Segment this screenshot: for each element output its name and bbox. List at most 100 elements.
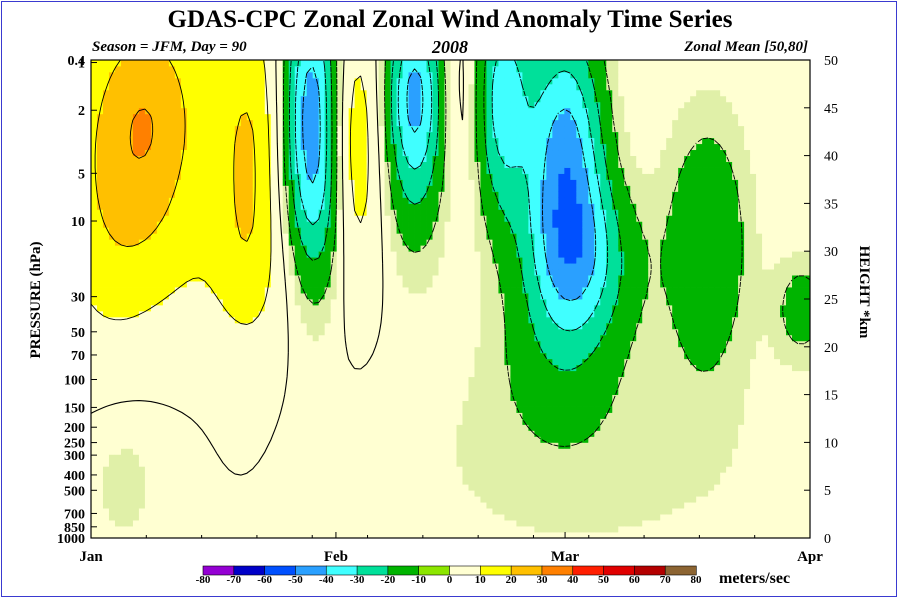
heatmap-cell (102, 460, 110, 467)
heatmap-cell (234, 364, 242, 372)
heatmap-cell (144, 60, 152, 67)
heatmap-cell (432, 466, 439, 473)
heatmap-cell (390, 496, 397, 503)
heatmap-cell (96, 388, 104, 396)
heatmap-cell (96, 89, 104, 97)
heatmap-cell (234, 484, 242, 491)
heatmap-cell (306, 197, 314, 204)
heatmap-cell (354, 215, 362, 222)
heatmap-cell (252, 382, 260, 390)
heatmap-cell (204, 83, 212, 91)
heatmap-cell (282, 269, 290, 276)
heatmap-cell (210, 454, 218, 461)
heatmap-cell (102, 328, 110, 336)
heatmap-cell (426, 209, 433, 216)
heatmap-cell (354, 454, 362, 461)
heatmap-cell (324, 143, 332, 151)
heatmap-cell (426, 119, 433, 127)
heatmap-cell (462, 430, 469, 437)
heatmap-cell (294, 352, 302, 360)
heatmap-cell (432, 436, 439, 443)
heatmap-cell (300, 454, 308, 461)
heatmap-cell (360, 316, 368, 324)
heatmap-cell (414, 442, 421, 449)
heatmap-cell (414, 334, 421, 342)
heatmap-cell (384, 167, 391, 174)
heatmap-cell (438, 532, 445, 539)
heatmap-cell (216, 304, 224, 312)
heatmap-cell (360, 406, 368, 413)
heatmap-cell (270, 101, 278, 109)
heatmap-cell (258, 520, 266, 527)
heatmap-cell (192, 532, 200, 539)
heatmap-cell (402, 376, 409, 384)
heatmap-cell (378, 251, 385, 258)
heatmap-cell (336, 143, 344, 151)
heatmap-cell (264, 251, 272, 258)
heatmap-cell (276, 466, 284, 473)
heatmap-cell (210, 334, 218, 342)
heatmap-cell (204, 424, 212, 431)
heatmap-cell (234, 203, 242, 210)
heatmap-cell (312, 322, 320, 330)
heatmap-cell (384, 436, 391, 443)
heatmap-cell (252, 293, 260, 300)
heatmap-cell (372, 442, 379, 449)
heatmap-cell (186, 358, 194, 366)
heatmap-cell (354, 191, 362, 198)
heatmap-cell (390, 83, 397, 91)
heatmap-cell (396, 364, 403, 372)
heatmap-cell (114, 370, 122, 378)
heatmap-cell (432, 95, 439, 103)
heatmap-cell (156, 496, 164, 503)
heatmap-cell (126, 251, 134, 258)
heatmap-cell (258, 239, 266, 246)
heatmap-cell (348, 400, 356, 407)
heatmap-cell (294, 448, 302, 455)
heatmap-cell (444, 233, 451, 240)
heatmap-cell (222, 412, 230, 419)
heatmap-cell (396, 143, 403, 151)
heatmap-cell (444, 137, 451, 145)
heatmap-cell (342, 532, 350, 539)
heatmap-cell (162, 340, 170, 348)
heatmap-cell (216, 101, 224, 109)
heatmap-cell (102, 95, 110, 103)
heatmap-cell (246, 245, 254, 252)
heatmap-cell (318, 143, 326, 151)
heatmap-cell (444, 448, 451, 455)
heatmap-cell (366, 257, 374, 264)
heatmap-cell (288, 293, 296, 300)
heatmap-cell (96, 281, 104, 288)
heatmap-cell (252, 95, 260, 103)
heatmap-cell (144, 239, 152, 246)
heatmap-cell (408, 221, 415, 228)
heatmap-cell (408, 203, 415, 210)
heatmap-cell (216, 358, 224, 366)
heatmap-cell (156, 113, 164, 121)
heatmap-cell (150, 484, 158, 491)
heatmap-cell (234, 520, 242, 527)
heatmap-cell (360, 239, 368, 246)
heatmap-cell (342, 281, 350, 288)
heatmap-cell (366, 275, 374, 282)
heatmap-cell (228, 179, 236, 186)
heatmap-cell (246, 364, 254, 372)
heatmap-cell (96, 472, 104, 479)
heatmap-cell (240, 418, 248, 425)
heatmap-cell (366, 388, 374, 396)
heatmap-cell (240, 400, 248, 407)
heatmap-cell (210, 185, 218, 192)
heatmap-cell (420, 203, 427, 210)
heatmap-cell (402, 388, 409, 396)
heatmap-cell (288, 424, 296, 431)
heatmap-cell (276, 101, 284, 109)
heatmap-cell (258, 293, 266, 300)
heatmap-cell (270, 221, 278, 228)
heatmap-cell (228, 448, 236, 455)
heatmap-cell (348, 71, 356, 79)
heatmap-cell (450, 382, 457, 390)
heatmap-cell (342, 358, 350, 366)
heatmap-cell (174, 436, 182, 443)
heatmap-cell (120, 233, 128, 240)
